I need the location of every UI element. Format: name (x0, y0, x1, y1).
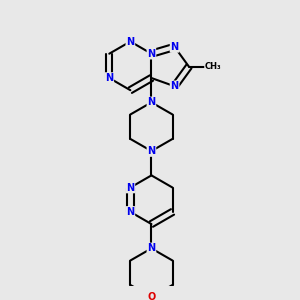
Text: N: N (126, 207, 134, 217)
Text: N: N (147, 146, 155, 156)
Text: N: N (147, 49, 155, 59)
Text: N: N (170, 81, 178, 91)
Text: N: N (147, 98, 155, 107)
Text: N: N (105, 73, 113, 83)
Text: N: N (126, 183, 134, 193)
Text: O: O (147, 292, 156, 300)
Text: CH₃: CH₃ (205, 62, 221, 71)
Text: N: N (147, 243, 155, 254)
Text: N: N (126, 37, 134, 46)
Text: N: N (170, 42, 178, 52)
